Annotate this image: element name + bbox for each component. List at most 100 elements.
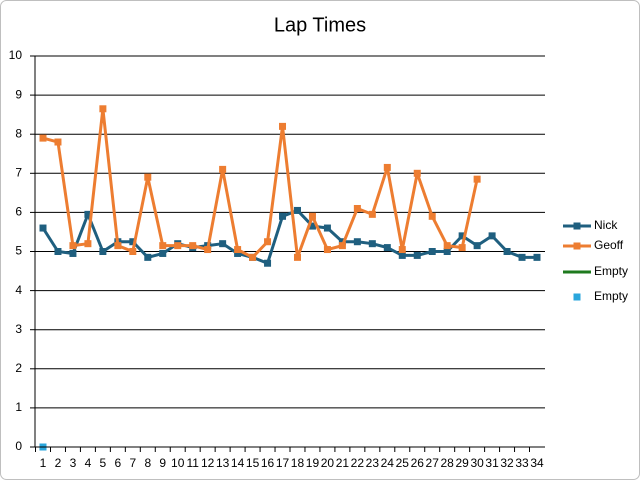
point <box>503 248 511 255</box>
point <box>234 246 242 254</box>
point <box>144 173 152 181</box>
x-tick-label: 9 <box>159 456 166 470</box>
x-tick-label: 29 <box>455 456 469 470</box>
point <box>219 240 227 248</box>
point <box>54 248 62 255</box>
point <box>129 248 137 255</box>
point <box>279 212 287 220</box>
point <box>338 242 346 250</box>
point <box>249 253 257 261</box>
y-tick-label: 0 <box>15 439 22 453</box>
x-tick-label: 13 <box>216 456 230 470</box>
point <box>353 204 361 212</box>
x-tick-label: 14 <box>231 456 245 470</box>
point <box>533 253 541 261</box>
point <box>219 165 227 173</box>
x-tick-label: 24 <box>381 456 395 470</box>
x-tick-label: 19 <box>306 456 320 470</box>
legend-marker <box>573 222 581 230</box>
legend-label: Empty <box>594 289 628 303</box>
point <box>398 251 406 259</box>
x-tick-label: 7 <box>129 456 136 470</box>
x-tick-label: 18 <box>291 456 305 470</box>
point <box>443 248 451 255</box>
point <box>279 122 287 130</box>
x-tick-label: 21 <box>336 456 350 470</box>
x-tick-label: 28 <box>441 456 455 470</box>
point <box>368 240 376 248</box>
point <box>398 246 406 254</box>
point <box>368 210 376 218</box>
x-tick-label: 2 <box>55 456 62 470</box>
y-tick-label: 9 <box>15 87 22 101</box>
x-tick-label: 22 <box>351 456 365 470</box>
x-tick-label: 15 <box>246 456 260 470</box>
point <box>234 249 242 257</box>
legend-marker <box>573 242 581 250</box>
point <box>99 105 107 113</box>
y-tick-label: 7 <box>15 165 22 179</box>
point <box>458 232 466 240</box>
point <box>413 169 421 177</box>
point <box>383 244 391 252</box>
x-tick-label: 17 <box>276 456 290 470</box>
point <box>204 246 212 254</box>
x-tick-label: 11 <box>186 456 199 470</box>
point <box>473 242 481 250</box>
point <box>39 224 47 232</box>
point <box>84 210 92 218</box>
point <box>99 248 107 255</box>
y-tick-label: 2 <box>15 361 22 375</box>
x-tick-label: 8 <box>144 456 151 470</box>
point <box>159 249 167 257</box>
point <box>264 259 272 267</box>
y-tick-label: 8 <box>15 126 22 140</box>
point <box>84 240 92 248</box>
point <box>293 253 301 261</box>
point <box>323 246 331 254</box>
legend-label: Nick <box>594 218 618 232</box>
x-tick-label: 1 <box>40 456 47 470</box>
legend-marker <box>573 293 581 301</box>
point <box>159 242 167 250</box>
chart-title: Lap Times <box>274 14 366 36</box>
x-tick-label: 27 <box>426 456 440 470</box>
point <box>129 238 137 246</box>
point <box>428 212 436 220</box>
point <box>189 242 197 250</box>
point <box>428 248 436 255</box>
x-tick-label: 30 <box>470 456 484 470</box>
point <box>443 242 451 250</box>
y-tick-label: 4 <box>15 283 22 297</box>
point <box>114 242 122 250</box>
series-line <box>42 107 479 259</box>
point <box>54 138 62 146</box>
x-tick-label: 10 <box>171 456 185 470</box>
x-tick-label: 4 <box>85 456 92 470</box>
x-tick-label: 12 <box>201 456 215 470</box>
y-tick-label: 5 <box>15 244 22 258</box>
y-tick-label: 3 <box>15 322 22 336</box>
y-tick-label: 10 <box>9 48 23 62</box>
x-tick-label: 23 <box>366 456 380 470</box>
x-tick-label: 25 <box>396 456 410 470</box>
x-tick-label: 34 <box>530 456 544 470</box>
x-tick-label: 33 <box>515 456 529 470</box>
legend-label: Geoff <box>594 238 624 252</box>
x-tick-label: 5 <box>100 456 107 470</box>
point <box>308 222 316 230</box>
point <box>69 242 77 250</box>
x-tick-label: 6 <box>115 456 122 470</box>
x-tick-label: 16 <box>261 456 275 470</box>
point <box>174 242 182 250</box>
x-tick-label: 20 <box>321 456 335 470</box>
x-tick-label: 31 <box>485 456 499 470</box>
point <box>518 253 526 261</box>
y-tick-label: 6 <box>15 205 22 219</box>
point <box>293 206 301 214</box>
legend-label: Empty <box>594 264 628 278</box>
point <box>308 212 316 220</box>
point <box>323 224 331 232</box>
point <box>473 175 481 183</box>
